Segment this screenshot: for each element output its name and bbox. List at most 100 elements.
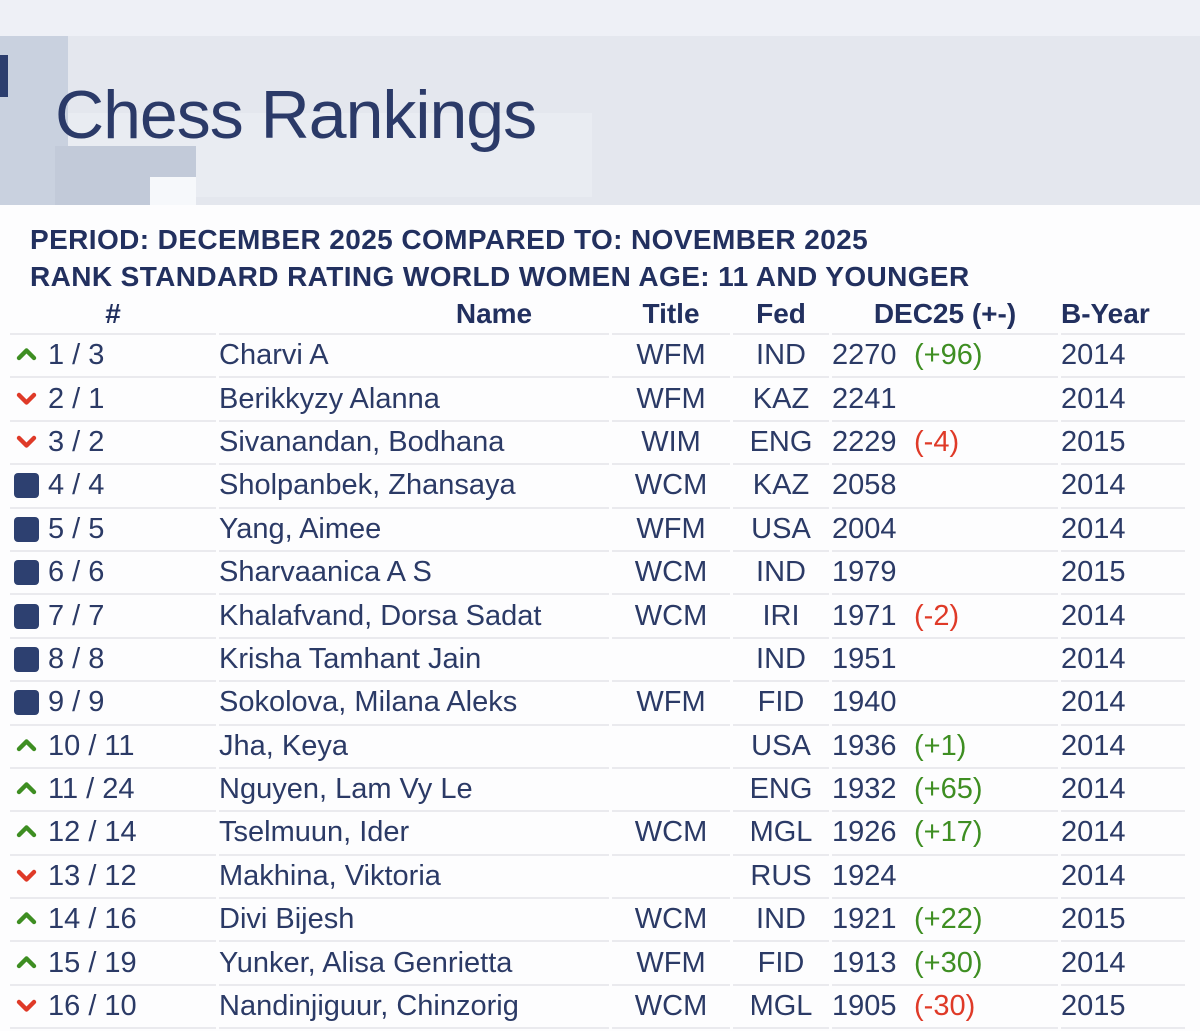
player-name: Tselmuun, Ider (219, 812, 609, 856)
chevron-up-icon (16, 348, 37, 361)
rank-cell: 11 / 24 (10, 769, 216, 813)
player-title (612, 856, 730, 900)
player-title: WFM (612, 509, 730, 552)
rating-cell: 2241 (832, 378, 1058, 422)
rating-change: (-4) (914, 425, 960, 458)
rating-change: (+17) (914, 816, 983, 849)
table-body: 1 / 3 Charvi A WFM IND 2270 (+96) 2014 2… (10, 335, 1190, 1030)
player-title: WCM (612, 986, 730, 1030)
chevron-down-icon (16, 999, 37, 1012)
rating-cell: 1951 (832, 639, 1058, 683)
rank-value: 16 / 10 (48, 990, 137, 1023)
rank-cell: 4 / 4 (10, 465, 216, 509)
rating-cell: 1936 (+1) (832, 726, 1058, 769)
birth-year: 2014 (1061, 812, 1185, 856)
rating-cell: 2229 (-4) (832, 422, 1058, 466)
rank-value: 5 / 5 (48, 512, 105, 545)
rating-value: 1940 (832, 686, 897, 719)
column-header-title: Title (612, 295, 730, 335)
player-name: Yang, Aimee (219, 509, 609, 552)
rank-value: 8 / 8 (48, 642, 105, 675)
player-name: Divi Bijesh (219, 899, 609, 943)
player-title: WIM (612, 422, 730, 466)
player-name: Jha, Keya (219, 726, 609, 769)
rating-value: 2241 (832, 382, 897, 415)
rank-cell: 6 / 6 (10, 552, 216, 596)
birth-year: 2014 (1061, 465, 1185, 509)
player-title: WCM (612, 552, 730, 596)
rating-cell: 1979 (832, 552, 1058, 596)
player-name: Sharvaanica A S (219, 552, 609, 596)
player-federation: KAZ (733, 378, 829, 422)
player-federation: KAZ (733, 465, 829, 509)
rating-cell: 1971 (-2) (832, 595, 1058, 639)
player-federation: FID (733, 682, 829, 726)
rank-value: 7 / 7 (48, 599, 105, 632)
table-row: 11 / 24 Nguyen, Lam Vy Le ENG 1932 (+65)… (10, 769, 1190, 813)
player-federation: MGL (733, 812, 829, 856)
rating-change: (+65) (914, 773, 983, 806)
player-title: WCM (612, 595, 730, 639)
player-name: Yunker, Alisa Genrietta (219, 942, 609, 986)
birth-year: 2014 (1061, 726, 1185, 769)
rating-change: (+30) (914, 946, 983, 979)
player-federation: IND (733, 639, 829, 683)
birth-year: 2014 (1061, 378, 1185, 422)
rank-cell: 7 / 7 (10, 595, 216, 639)
rank-cell: 5 / 5 (10, 509, 216, 552)
chevron-up-icon (16, 782, 37, 795)
rating-value: 1905 (832, 990, 897, 1023)
table-row: 2 / 1 Berikkyzy Alanna WFM KAZ 2241 2014 (10, 378, 1190, 422)
rank-cell: 10 / 11 (10, 726, 216, 769)
player-name: Sivanandan, Bodhana (219, 422, 609, 466)
player-federation: USA (733, 726, 829, 769)
rating-change: (-2) (914, 599, 960, 632)
rating-value: 1926 (832, 816, 897, 849)
rating-cell: 1905 (-30) (832, 986, 1058, 1030)
rating-change: (+22) (914, 903, 983, 936)
rank-value: 14 / 16 (48, 903, 137, 936)
table-row: 5 / 5 Yang, Aimee WFM USA 2004 2014 (10, 509, 1190, 552)
rating-change: (+96) (914, 339, 983, 372)
rank-criteria-line: RANK STANDARD RATING WORLD WOMEN AGE: 11… (30, 261, 970, 292)
rating-value: 1924 (832, 859, 897, 892)
rank-cell: 13 / 12 (10, 856, 216, 900)
rating-value: 2229 (832, 425, 897, 458)
birth-year: 2014 (1061, 595, 1185, 639)
table-header-row: # Name Title Fed DEC25 (+-) B-Year (10, 295, 1190, 335)
rank-value: 6 / 6 (48, 556, 105, 589)
rank-value: 12 / 14 (48, 816, 137, 849)
player-title (612, 769, 730, 813)
birth-year: 2015 (1061, 899, 1185, 943)
table-row: 15 / 19 Yunker, Alisa Genrietta WFM FID … (10, 942, 1190, 986)
table-row: 9 / 9 Sokolova, Milana Aleks WFM FID 194… (10, 682, 1190, 726)
column-header-name: Name (219, 295, 609, 335)
rating-cell: 1926 (+17) (832, 812, 1058, 856)
no-change-square-icon (14, 560, 39, 586)
rating-cell: 1932 (+65) (832, 769, 1058, 813)
player-title: WFM (612, 335, 730, 379)
chevron-up-icon (16, 739, 37, 751)
table-row: 8 / 8 Krisha Tamhant Jain IND 1951 2014 (10, 639, 1190, 683)
table-row: 1 / 3 Charvi A WFM IND 2270 (+96) 2014 (10, 335, 1190, 379)
chevron-up-icon (16, 912, 37, 925)
no-change-square-icon (14, 690, 39, 716)
birth-year: 2014 (1061, 769, 1185, 813)
page-header: Chess Rankings (0, 0, 1200, 205)
period-line: PERIOD: DECEMBER 2025 COMPARED TO: NOVEM… (30, 224, 869, 255)
player-title (612, 726, 730, 769)
table-row: 3 / 2 Sivanandan, Bodhana WIM ENG 2229 (… (10, 422, 1190, 466)
chevron-up-icon (16, 955, 37, 968)
birth-year: 2015 (1061, 552, 1185, 596)
table-row: 13 / 12 Makhina, Viktoria RUS 1924 2014 (10, 856, 1190, 900)
player-title (612, 639, 730, 683)
player-name: Makhina, Viktoria (219, 856, 609, 900)
chevron-down-icon (16, 392, 37, 405)
header-top-strip (0, 0, 1200, 36)
rating-value: 1936 (832, 729, 897, 762)
rating-value: 2004 (832, 512, 897, 545)
birth-year: 2014 (1061, 509, 1185, 552)
rank-value: 15 / 19 (48, 946, 137, 979)
rank-value: 11 / 24 (48, 773, 135, 806)
rating-cell: 1913 (+30) (832, 942, 1058, 986)
